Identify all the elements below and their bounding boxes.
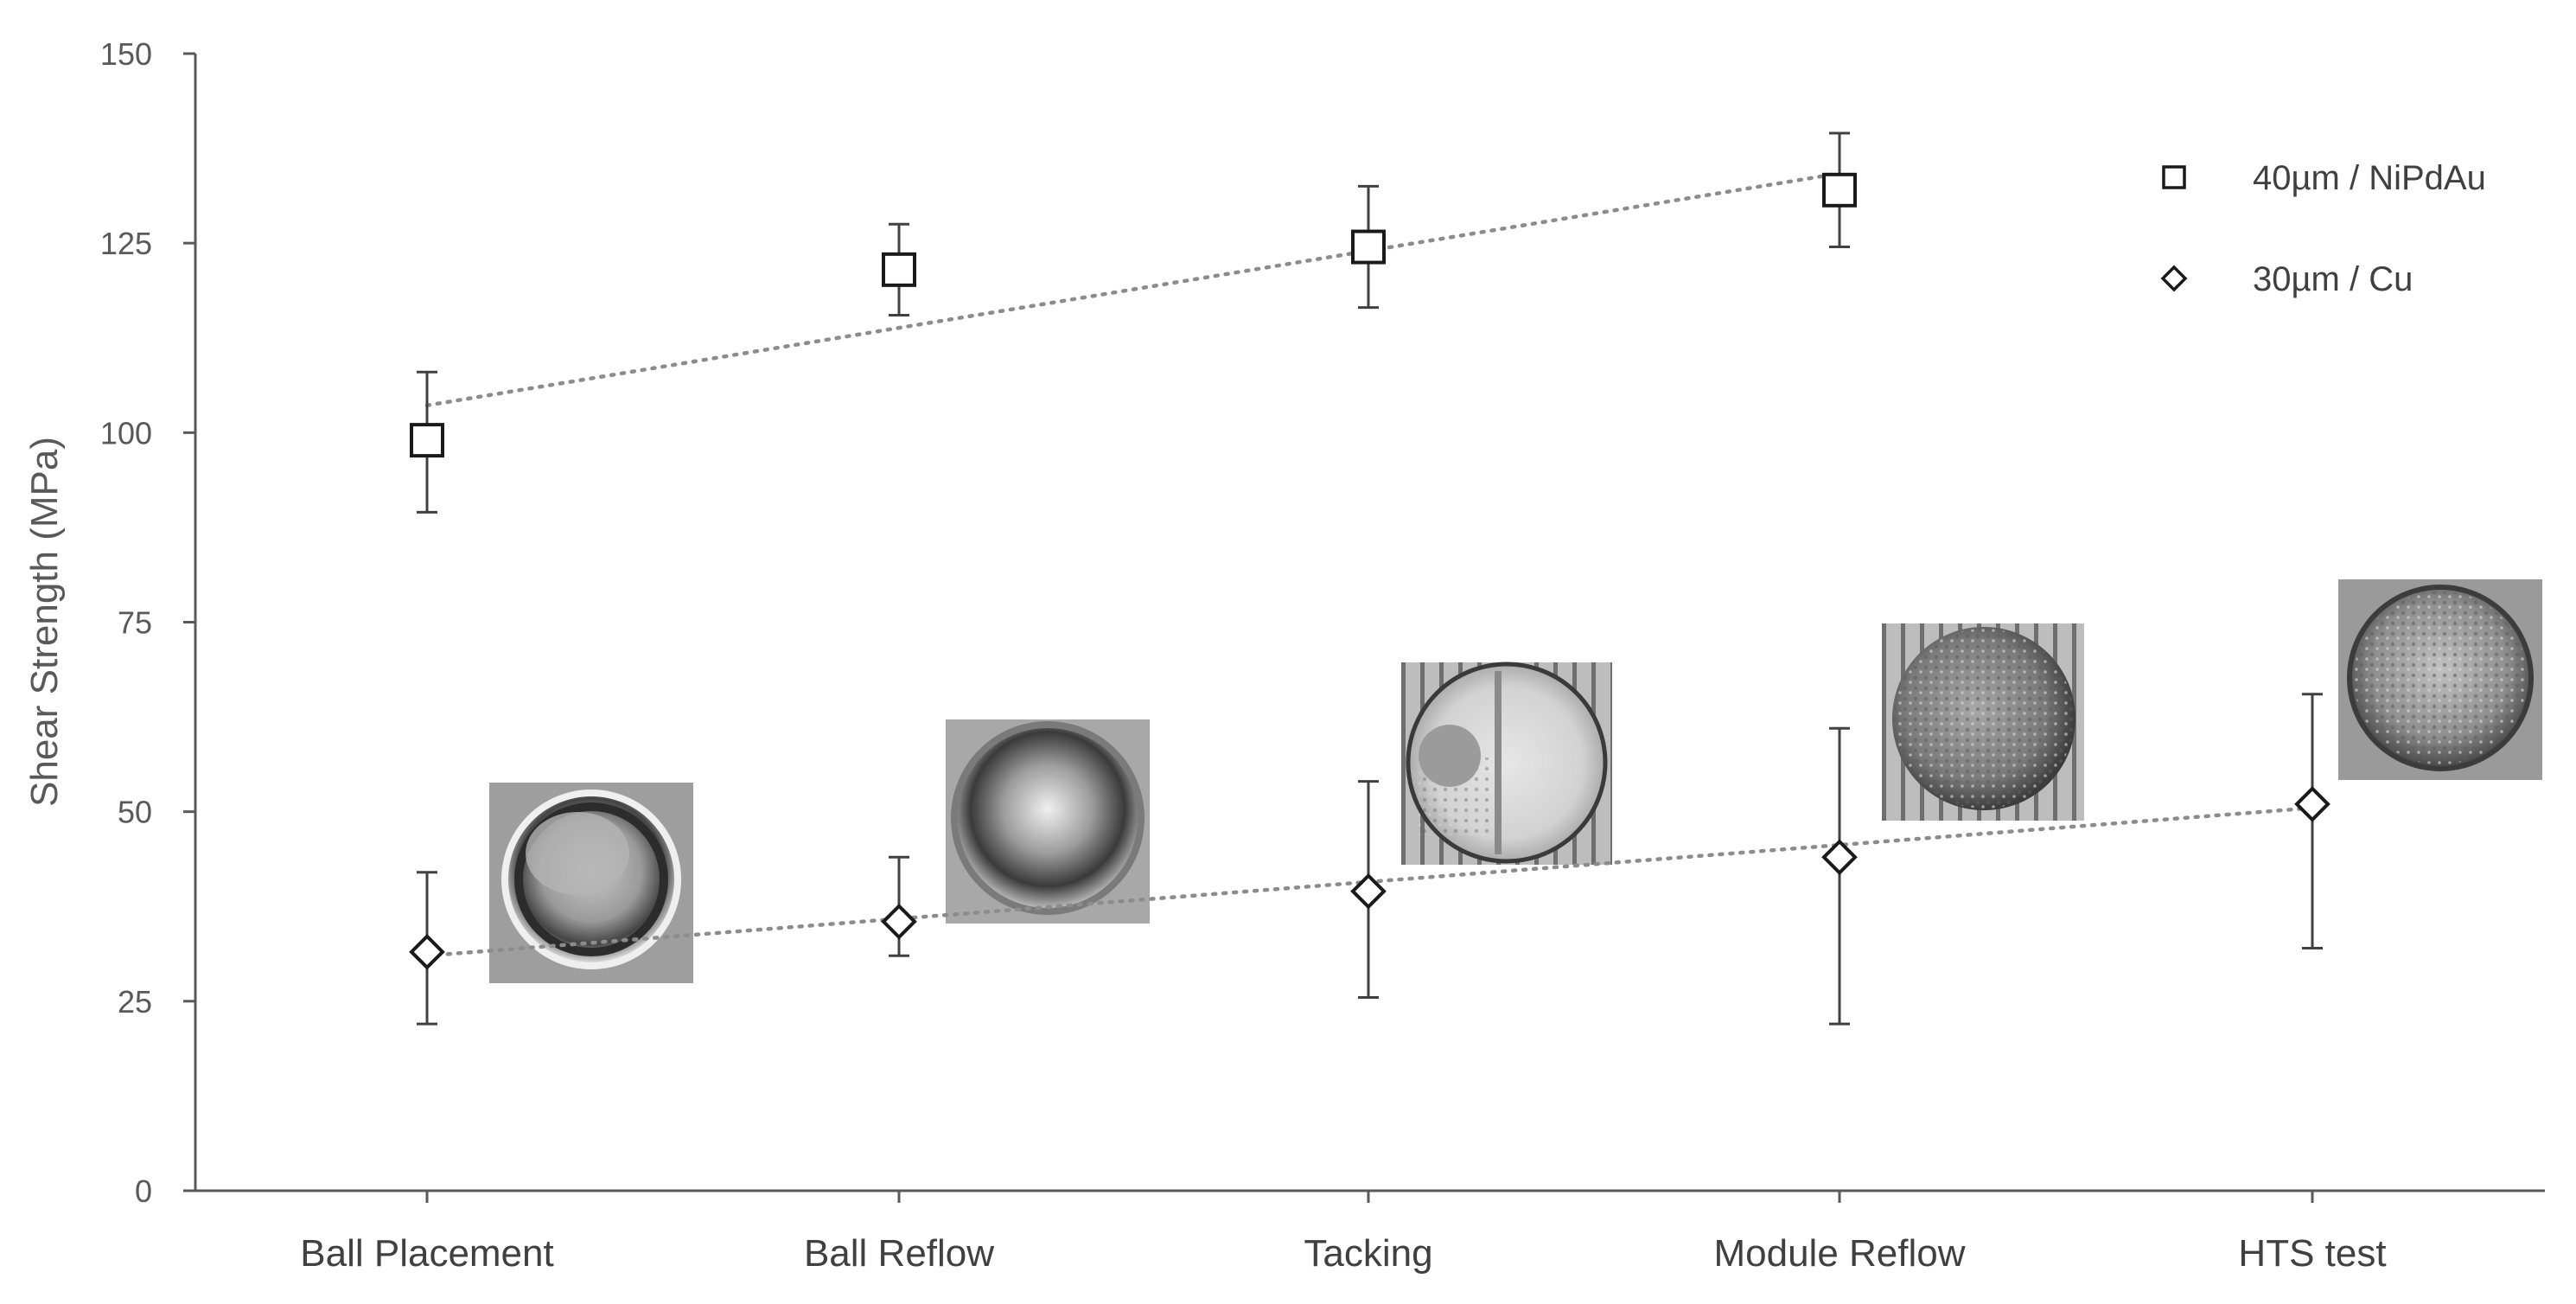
y-tick-label: 0 xyxy=(135,1173,152,1209)
data-point-diamond xyxy=(881,903,917,940)
trendline-40um-nipdau xyxy=(424,171,1842,408)
ball-placement-micrograph xyxy=(489,783,693,983)
x-tick-label: Module Reflow xyxy=(1713,1232,1965,1275)
data-point-diamond xyxy=(409,934,445,970)
y-axis-title: Shear Strength (MPa) xyxy=(23,437,66,807)
x-tick-label: Tacking xyxy=(1304,1232,1432,1275)
x-tick-label: Ball Placement xyxy=(300,1232,553,1275)
legend-marker-diamond xyxy=(2160,265,2188,292)
data-point-diamond xyxy=(1821,839,1858,876)
data-point-square xyxy=(410,423,444,458)
data-point-diamond xyxy=(2294,786,2331,822)
legend-label-30um-cu: 30µm / Cu xyxy=(2253,260,2413,298)
error-bar xyxy=(1829,726,1850,1026)
data-point-square xyxy=(1822,172,1857,208)
y-tick-label: 50 xyxy=(118,795,152,830)
x-tick-label: Ball Reflow xyxy=(804,1232,994,1275)
data-point-diamond xyxy=(1350,873,1387,910)
x-tick-label: HTS test xyxy=(2238,1232,2386,1275)
ball-reflow-micrograph xyxy=(946,719,1150,924)
y-tick-label: 25 xyxy=(118,984,152,1020)
y-tick-label: 100 xyxy=(100,415,152,451)
y-tick-label: 150 xyxy=(100,36,152,72)
legend: 40µm / NiPdAu 30µm / Cu xyxy=(2160,159,2486,298)
legend-label-40um-nipdau: 40µm / NiPdAu xyxy=(2253,159,2486,197)
y-tick-label: 75 xyxy=(118,605,152,641)
module-reflow-micrograph xyxy=(1882,623,2084,821)
axes xyxy=(194,54,2545,1192)
tacking-micrograph xyxy=(1401,662,1612,865)
hts-test-micrograph xyxy=(2338,579,2542,780)
y-tick-label: 125 xyxy=(100,226,152,261)
data-point-square xyxy=(1351,229,1386,265)
legend-marker-square xyxy=(2162,165,2186,189)
data-point-square xyxy=(882,252,916,287)
